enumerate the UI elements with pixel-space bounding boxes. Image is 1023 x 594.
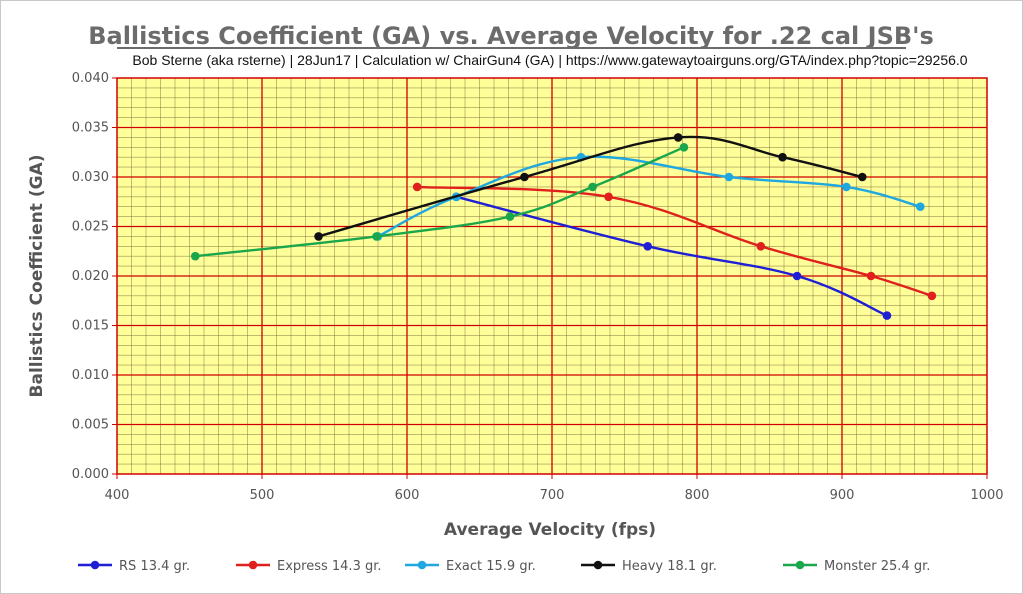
grid-major: [117, 78, 987, 474]
legend-label: RS 13.4 gr.: [119, 559, 190, 574]
series-2: [412, 182, 937, 301]
series-line: [195, 146, 685, 258]
series-group: [191, 133, 937, 320]
data-point: [505, 212, 515, 221]
y-tick-label: 0.010: [72, 368, 109, 383]
legend-marker: [90, 560, 100, 570]
x-axis: 400 500 600 700 800 900 1000: [105, 474, 1004, 503]
chart-subtitle: Bob Sterne (aka rsterne) | 28Jun17 | Cal…: [132, 52, 967, 68]
data-point: [604, 192, 613, 202]
series-line: [455, 195, 888, 317]
legend-item: Express 14.3 gr.: [236, 559, 382, 574]
data-point: [679, 143, 689, 152]
data-point: [916, 202, 925, 211]
x-tick-label: 800: [685, 488, 710, 503]
legend-label: Heavy 18.1 gr.: [622, 559, 717, 574]
y-axis: 0.000 0.005 0.010 0.015 0.020 0.025 0.030 0.035…: [72, 71, 117, 482]
y-tick-label: 0.000: [72, 467, 109, 482]
legend-item: Exact 15.9 gr.: [405, 559, 536, 574]
legend-label: Exact 15.9 gr.: [446, 559, 536, 574]
data-point: [520, 172, 529, 182]
data-point: [412, 182, 422, 192]
legend-item: Monster 25.4 gr.: [783, 559, 930, 574]
y-tick-label: 0.040: [72, 71, 109, 86]
series-line: [417, 185, 933, 297]
y-tick-label: 0.015: [72, 319, 109, 334]
data-point: [858, 172, 867, 182]
legend-marker: [417, 560, 427, 570]
y-axis-label: Ballistics Coefficient (GA): [27, 155, 47, 398]
x-tick-label: 600: [395, 488, 420, 503]
data-point: [643, 242, 652, 251]
data-point: [314, 232, 323, 241]
y-tick-label: 0.020: [72, 269, 109, 284]
data-point: [588, 182, 597, 192]
series-5: [191, 143, 689, 261]
x-tick-label: 500: [250, 488, 275, 503]
legend-marker: [593, 560, 603, 570]
data-point: [756, 242, 766, 251]
x-tick-label: 700: [540, 488, 565, 503]
data-point: [842, 182, 851, 192]
x-tick-label: 400: [105, 488, 130, 503]
series-line: [318, 135, 863, 238]
legend-label: Express 14.3 gr.: [277, 559, 382, 574]
legend-label: Monster 25.4 gr.: [824, 559, 930, 574]
x-tick-label: 900: [830, 488, 855, 503]
y-tick-label: 0.005: [72, 418, 109, 433]
x-tick-label: 1000: [970, 488, 1003, 503]
data-point: [792, 271, 802, 281]
y-tick-label: 0.030: [72, 170, 109, 185]
legend-item: RS 13.4 gr.: [78, 559, 190, 574]
y-tick-label: 0.025: [72, 220, 109, 235]
data-point: [866, 271, 876, 281]
data-point: [673, 133, 683, 142]
legend-marker: [248, 560, 258, 570]
data-point: [882, 311, 892, 320]
data-point: [372, 232, 381, 241]
legend: RS 13.4 gr. Express 14.3 gr. Exact 15.9 gr…: [78, 559, 930, 574]
series-4: [314, 133, 867, 241]
data-point: [927, 291, 937, 301]
data-point: [778, 152, 787, 162]
y-tick-label: 0.035: [72, 121, 109, 136]
chart-title: Ballistics Coefficient (GA) vs. Average …: [88, 22, 934, 50]
data-point: [724, 172, 734, 182]
x-axis-label: Average Velocity (fps): [444, 520, 656, 540]
legend-marker: [795, 560, 805, 570]
legend-item: Heavy 18.1 gr.: [581, 559, 717, 574]
data-point: [191, 251, 200, 261]
